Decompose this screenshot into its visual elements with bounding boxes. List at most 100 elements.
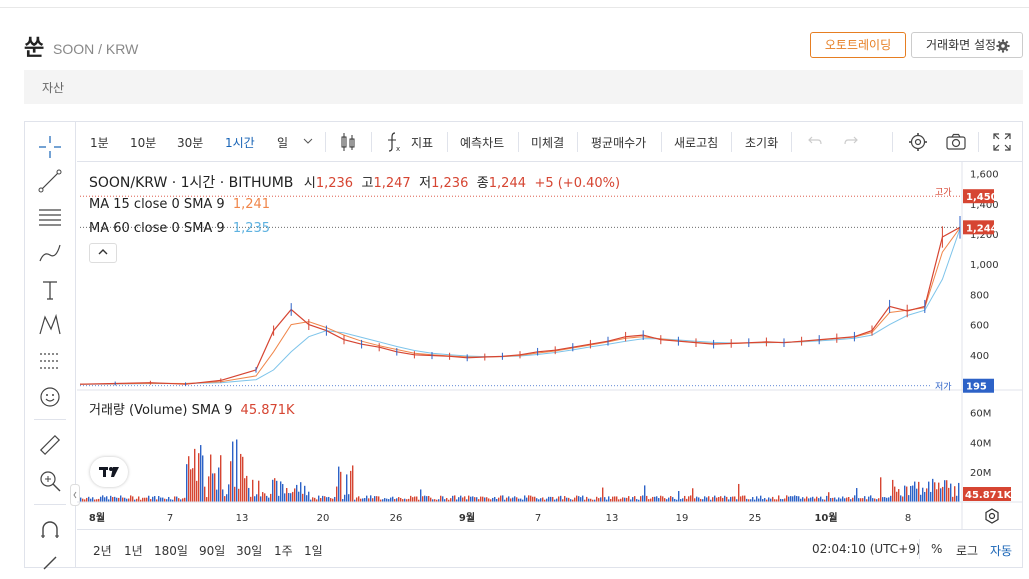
volume-bar [808,498,810,502]
volume-bar [238,488,240,502]
volume-bar [338,466,340,502]
volume-bar [598,498,600,502]
range-2y[interactable]: 2년 [93,544,112,558]
chart-settings-icon[interactable] [908,132,928,152]
unfilled-orders-button[interactable]: 미체결 [531,136,565,150]
measure-icon[interactable] [36,347,64,375]
magnet-icon[interactable] [36,516,64,544]
auto-trading-button[interactable]: 오토트레이딩 [810,32,906,58]
pencil-lock-icon[interactable] [36,549,64,577]
settings-label: 거래화면 설정 [926,38,997,52]
time-tick-label: 9월 [459,512,475,524]
collapse-tools-icon[interactable] [70,484,80,506]
candlestick-icon[interactable] [339,132,357,152]
volume-bar [750,499,752,502]
ruler-icon[interactable] [36,431,64,459]
price-tick-label: 600 [970,321,989,332]
range-90d[interactable]: 90일 [199,544,226,558]
redo-icon[interactable] [843,134,859,148]
interval-30m[interactable]: 30분 [177,136,204,150]
clock[interactable]: 02:04:10 (UTC+9) [812,542,921,556]
volume-bar [430,497,432,502]
chevron-down-icon[interactable] [303,137,313,145]
volume-bar [526,497,528,502]
fib-lines-icon[interactable] [36,203,64,231]
volume-bar [134,499,136,502]
volume-bar [898,489,900,502]
volume-bar [358,496,360,502]
volume-bar [126,498,128,502]
interval-10m[interactable]: 10분 [130,136,157,150]
close-value: 1,244 [488,176,526,191]
text-tool-icon[interactable] [36,276,64,304]
volume-bar [728,499,730,502]
high-price-badge: 1,450 [966,192,998,203]
refresh-button[interactable]: 새로고침 [674,136,719,150]
percent-toggle[interactable]: % [931,542,943,556]
volume-bar [780,498,782,502]
change-value: +5 (+0.40%) [534,176,621,191]
zoom-in-icon[interactable] [36,467,64,495]
interval-1h[interactable]: 1시간 [225,136,255,150]
pattern-icon[interactable] [36,311,64,339]
range-180d[interactable]: 180일 [154,544,188,558]
volume-bar [594,499,596,502]
volume-bar [648,499,650,502]
volume-bar [444,499,446,502]
volume-bar [160,497,162,502]
trade-screen-settings-button[interactable]: 거래화면 설정 [911,32,1023,58]
interval-day[interactable]: 일 [277,136,289,150]
volume-bar [868,496,870,502]
volume-bar [850,499,852,502]
volume-bar [258,480,260,502]
volume-bar [620,498,622,502]
volume-bar [550,496,552,502]
log-toggle[interactable]: 로그 [956,544,979,558]
emoji-icon[interactable] [36,383,64,411]
crosshair-icon[interactable] [36,133,64,161]
camera-icon[interactable] [945,132,967,152]
volume-bar [208,476,210,502]
brush-icon[interactable] [36,239,64,267]
volume-bar [596,496,598,502]
avg-buy-price-button[interactable]: 평균매수가 [591,136,647,150]
range-30d[interactable]: 30일 [236,544,263,558]
undo-icon[interactable] [807,134,823,148]
interval-1m[interactable]: 1분 [90,136,109,150]
volume-bar [344,494,346,502]
auto-toggle[interactable]: 자동 [990,544,1013,558]
indicator-button[interactable]: 지표 [411,136,434,150]
volume-bar [410,495,412,502]
reset-button[interactable]: 초기화 [745,136,779,150]
low-value: 1,236 [431,176,469,191]
fullscreen-icon[interactable] [992,132,1012,152]
volume-bar [830,498,832,502]
volume-bar [284,493,286,502]
volume-bar [324,496,326,502]
forecast-chart-button[interactable]: 예측차트 [460,136,505,150]
chevron-up-icon [98,249,108,255]
volume-bar [278,495,280,502]
volume-bar [372,498,374,502]
chart-legend: SOON/KRW · 1시간 · BITHUMB 시1,236 고1,247 저… [89,172,620,192]
collapse-legend-button[interactable] [89,243,117,263]
trend-line-icon[interactable] [36,167,64,195]
range-1d[interactable]: 1일 [304,544,323,558]
volume-bar [198,453,200,502]
volume-bar [848,496,850,502]
volume-bar [82,498,84,502]
volume-bar [138,496,140,502]
volume-bar [386,498,388,502]
tradingview-logo[interactable] [90,457,128,487]
volume-bar [458,497,460,502]
volume-bar [350,470,352,502]
volume-bar [102,495,104,502]
function-icon[interactable]: x [385,131,403,153]
range-1w[interactable]: 1주 [274,544,293,558]
range-1y[interactable]: 1년 [124,544,143,558]
volume-bar [572,499,574,502]
volume-bar [286,487,288,502]
asset-bar[interactable]: 자산 [24,70,1023,104]
volume-bar [148,495,150,502]
